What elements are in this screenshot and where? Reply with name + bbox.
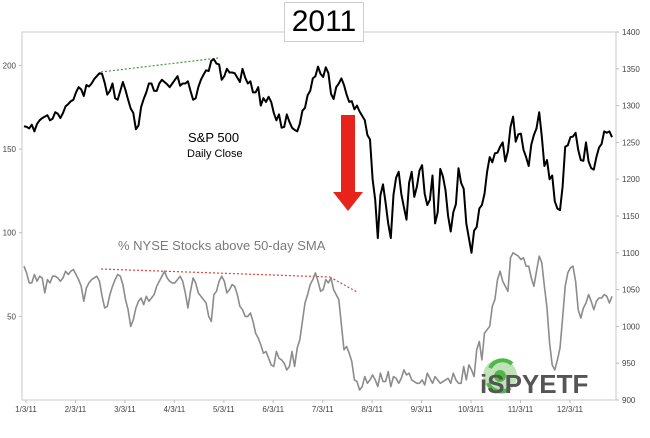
down-arrow <box>333 115 363 211</box>
x-tick-label: 4/3/11 <box>164 405 186 414</box>
series-layer <box>23 58 613 391</box>
x-tick-label: 11/3/11 <box>508 405 534 414</box>
x-axis: 1/3/11 2/3/11 3/3/11 4/3/11 5/3/11 6/3/11 7/3/… <box>15 400 584 414</box>
left-tick-label: 150 <box>3 145 17 154</box>
right-tick-label: 1200 <box>622 175 640 184</box>
left-tick-label: 100 <box>3 229 17 238</box>
right-tick-label: 1400 <box>622 28 640 37</box>
right-tick-label: 1000 <box>622 322 640 331</box>
sp500-label: S&P 500 <box>188 130 239 145</box>
left-axis: 50 100 150 200 <box>3 61 22 321</box>
x-tick-label: 7/3/11 <box>312 405 334 414</box>
right-tick-label: 1350 <box>622 65 640 74</box>
left-tick-label: 50 <box>7 312 16 321</box>
sp500-sublabel: Daily Close <box>187 148 243 160</box>
x-tick-label: 2/3/11 <box>65 405 87 414</box>
x-tick-label: 10/3/11 <box>458 405 485 414</box>
logo-text: iSPYETF <box>480 369 588 399</box>
right-tick-label: 1300 <box>622 102 640 111</box>
right-tick-label: 1150 <box>622 212 640 221</box>
x-tick-label: 3/3/11 <box>114 405 136 414</box>
logo-swirl-icon <box>483 358 517 394</box>
right-axis: 900 950 1000 1050 1100 1150 1200 1250 1300 1350 14… <box>616 28 640 405</box>
arrow-shaft <box>341 115 355 194</box>
nyse-label: % NYSE Stocks above 50-day SMA <box>118 238 326 253</box>
right-tick-label: 1250 <box>622 138 640 147</box>
right-tick-label: 1100 <box>622 249 640 258</box>
x-tick-label: 8/3/11 <box>361 405 383 414</box>
trend-lines <box>100 57 358 293</box>
sp500-line <box>23 58 613 254</box>
right-tick-label: 950 <box>622 359 636 368</box>
x-tick-label: 6/3/11 <box>262 405 284 414</box>
annotation-layer: S&P 500 Daily Close % NYSE Stocks above … <box>118 130 326 253</box>
chart-title: 2011 <box>284 2 364 42</box>
left-tick-label: 200 <box>3 61 17 70</box>
right-tick-label: 1050 <box>622 286 640 295</box>
x-tick-label: 9/3/11 <box>411 405 433 414</box>
x-tick-label: 12/3/11 <box>557 405 584 414</box>
arrow-head <box>333 192 363 211</box>
x-tick-label: 5/3/11 <box>213 405 235 414</box>
right-tick-label: 900 <box>622 396 636 405</box>
ispyetf-logo: iSPYETF <box>480 358 588 399</box>
nyse-pct-line <box>23 252 613 391</box>
red-divergence-line-end <box>329 276 358 293</box>
x-tick-label: 1/3/11 <box>15 405 37 414</box>
